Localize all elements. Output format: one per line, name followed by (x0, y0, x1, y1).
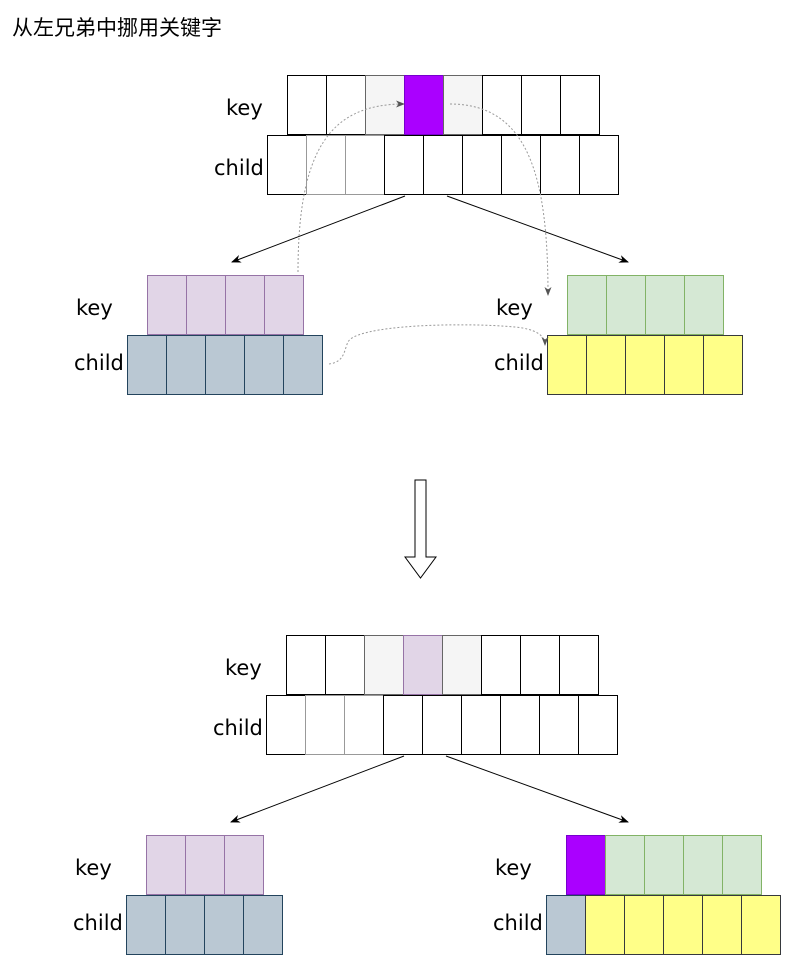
cell-white (423, 135, 463, 195)
move-parent-key-down-arrow (449, 103, 552, 296)
after-parent-keys (286, 635, 599, 695)
cell-lavender (147, 275, 187, 335)
before-left-children (127, 335, 323, 395)
cell-white (326, 75, 366, 135)
cell-white (559, 635, 599, 695)
after-right-edge (445, 755, 629, 823)
cell-wgray (345, 135, 385, 195)
after-parent-key-label: key (225, 656, 262, 680)
cell-blue-gray (283, 335, 323, 395)
cell-white (462, 135, 502, 195)
cell-lavender (146, 835, 186, 895)
left-key-label: key (76, 296, 113, 320)
move-child-pointer-arrow (328, 324, 549, 365)
cell-yellow (703, 335, 743, 395)
cell-yellow (586, 335, 626, 395)
cell-light-green (722, 835, 762, 895)
cell-white (286, 635, 326, 695)
cell-white (325, 635, 365, 695)
after-left-keys (146, 835, 264, 895)
cell-yellow (664, 335, 704, 395)
transition-down-arrow (404, 479, 437, 579)
cell-lavender (224, 835, 264, 895)
cell-white (521, 75, 561, 135)
after-right-child-label: child (493, 911, 543, 935)
cell-yellow (625, 335, 665, 395)
after-parent-child-label: child (213, 716, 263, 740)
before-right-edge (446, 195, 629, 263)
cell-light-green (684, 275, 724, 335)
after-left-key-label: key (75, 856, 112, 880)
cell-yellow (663, 895, 703, 955)
before-parent-children (267, 135, 619, 195)
cell-white (383, 695, 423, 755)
cell-light-green (644, 835, 684, 895)
cell-white (481, 635, 521, 695)
parent-key-label: key (226, 96, 263, 120)
cell-yellow (547, 335, 587, 395)
cell-lavender (264, 275, 304, 335)
cell-blue-gray (205, 335, 245, 395)
cell-wgray (305, 695, 345, 755)
right-key-label: key (496, 296, 533, 320)
right-child-label: child (494, 351, 544, 375)
cell-blue-gray (204, 895, 244, 955)
after-right-keys (566, 835, 762, 895)
left-child-label: child (74, 351, 124, 375)
after-left-children (126, 895, 283, 955)
after-left-child-label: child (73, 911, 123, 935)
before-right-children (547, 335, 743, 395)
cell-white (482, 75, 522, 135)
after-right-children (546, 895, 781, 955)
cell-wgray (306, 135, 346, 195)
cell-yellow (702, 895, 742, 955)
cell-light-green (606, 275, 646, 335)
before-left-keys (147, 275, 304, 335)
after-parent-children (266, 695, 618, 755)
cell-white (500, 695, 540, 755)
cell-yellow (624, 895, 664, 955)
cell-blue-gray (546, 895, 586, 955)
cell-lavender (186, 275, 226, 335)
cell-white (560, 75, 600, 135)
cell-white (578, 695, 618, 755)
cell-light-green (683, 835, 723, 895)
before-left-edge (231, 195, 406, 263)
after-left-edge (230, 755, 405, 823)
cell-white (540, 135, 580, 195)
cell-white (579, 135, 619, 195)
cell-white (267, 135, 307, 195)
cell-light-green (605, 835, 645, 895)
cell-yellow (741, 895, 781, 955)
move-left-key-up-arrow (297, 100, 405, 273)
after-right-key-label: key (495, 856, 532, 880)
diagram-title: 从左兄弟中挪用关键字 (12, 16, 222, 40)
cell-blue-gray (243, 895, 283, 955)
cell-light-gray (442, 635, 482, 695)
before-right-keys (567, 275, 724, 335)
cell-lavender (185, 835, 225, 895)
cell-white (539, 695, 579, 755)
cell-purple (566, 835, 606, 895)
parent-child-label: child (214, 156, 264, 180)
cell-blue-gray (126, 895, 166, 955)
cell-white (501, 135, 541, 195)
